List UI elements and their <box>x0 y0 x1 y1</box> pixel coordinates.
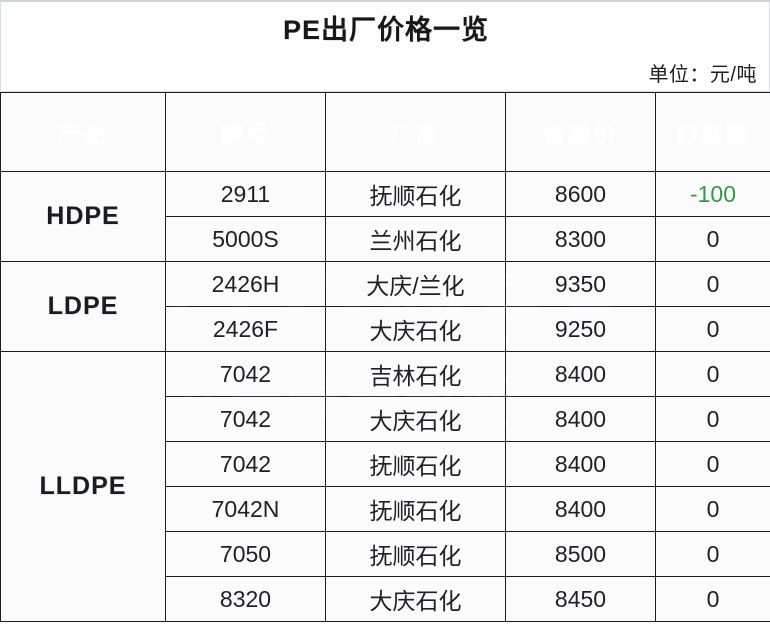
table-row: LLDPE 7042 吉林石化 8400 0 <box>0 351 770 622</box>
grade-cell: 7042 <box>165 396 326 442</box>
table-head: 产品 牌号 厂商 含税价 日涨跌 <box>0 92 770 172</box>
maker-cell: 抚顺石化 <box>325 171 506 217</box>
maker-cell: 大庆石化 <box>325 576 506 622</box>
change-cell: 0 <box>655 216 770 262</box>
column-header-price: 含税价 <box>505 92 656 172</box>
column-header-maker: 厂商 <box>325 92 506 172</box>
table-body: HDPE 2911 抚顺石化 8600 -100 5000S 兰州石化 8300 0 LDPE 24… <box>0 171 770 622</box>
column-header-grade: 牌号 <box>165 92 326 172</box>
price-table: 产品 牌号 厂商 含税价 日涨跌 HDPE 2911 抚顺石化 8600 -100 500… <box>0 92 770 622</box>
table-row: 5000S 兰州石化 8300 0 <box>1 216 770 262</box>
price-cell: 8600 <box>505 171 656 217</box>
maker-cell: 大庆石化 <box>325 396 506 442</box>
change-cell: 0 <box>655 576 770 622</box>
maker-cell: 大庆石化 <box>325 306 506 352</box>
maker-cell: 大庆/兰化 <box>325 261 506 307</box>
column-header-product: 产品 <box>0 92 166 172</box>
table-row: LDPE 2426H 大庆/兰化 9350 0 <box>0 261 770 352</box>
unit-label: 单位：元/吨 <box>648 64 757 86</box>
maker-cell: 抚顺石化 <box>325 486 506 532</box>
maker-cell: 兰州石化 <box>325 216 506 262</box>
column-header-change: 日涨跌 <box>655 92 770 172</box>
grade-cell: 7042 <box>165 351 326 397</box>
change-cell: 0 <box>655 261 770 307</box>
table-row: 7042 大庆石化 8400 0 <box>1 396 770 442</box>
price-cell: 8400 <box>505 486 656 532</box>
price-table-wrap: 产品 牌号 厂商 含税价 日涨跌 HDPE 2911 抚顺石化 8600 -100 500… <box>0 92 770 638</box>
price-cell: 8450 <box>505 576 656 622</box>
table-row: 7050 抚顺石化 8500 0 <box>1 531 770 577</box>
title-block: PE出厂价格一览 单位：元/吨 <box>0 0 770 92</box>
table-row: HDPE 2911 抚顺石化 8600 -100 <box>0 171 770 262</box>
price-cell: 8300 <box>505 216 656 262</box>
grade-cell: 7042 <box>165 441 326 487</box>
grade-cell: 7050 <box>165 531 326 577</box>
product-group-cell: HDPE <box>0 171 166 262</box>
grade-cell: 2911 <box>165 171 326 217</box>
grade-cell: 8320 <box>165 576 326 622</box>
price-cell: 8400 <box>505 396 656 442</box>
change-cell: -100 <box>655 171 770 217</box>
price-cell: 9250 <box>505 306 656 352</box>
table-row: 7042 抚顺石化 8400 0 <box>1 441 770 487</box>
maker-cell: 吉林石化 <box>325 351 506 397</box>
change-cell: 0 <box>655 441 770 487</box>
price-cell: 8500 <box>505 531 656 577</box>
price-cell: 9350 <box>505 261 656 307</box>
grade-cell: 2426H <box>165 261 326 307</box>
change-cell: 0 <box>655 351 770 397</box>
table-row: 7042N 抚顺石化 8400 0 <box>1 486 770 532</box>
change-cell: 0 <box>655 531 770 577</box>
grade-cell: 2426F <box>165 306 326 352</box>
table-row: 8320 大庆石化 8450 0 <box>1 576 770 622</box>
price-cell: 8400 <box>505 351 656 397</box>
change-cell: 0 <box>655 306 770 352</box>
grade-cell: 7042N <box>165 486 326 532</box>
change-cell: 0 <box>655 486 770 532</box>
product-group-cell: LLDPE <box>0 351 166 622</box>
grade-cell: 5000S <box>165 216 326 262</box>
header-row: 产品 牌号 厂商 含税价 日涨跌 <box>0 92 770 172</box>
maker-cell: 抚顺石化 <box>325 531 506 577</box>
change-cell: 0 <box>655 396 770 442</box>
page-title: PE出厂价格一览 <box>282 15 490 45</box>
maker-cell: 抚顺石化 <box>325 441 506 487</box>
product-group-cell: LDPE <box>0 261 166 352</box>
price-cell: 8400 <box>505 441 656 487</box>
